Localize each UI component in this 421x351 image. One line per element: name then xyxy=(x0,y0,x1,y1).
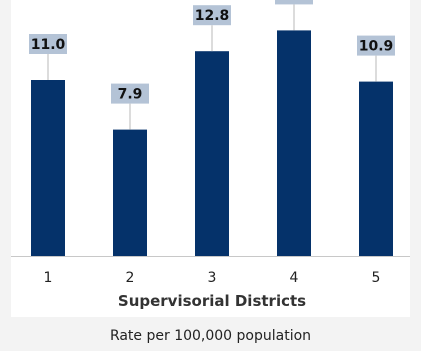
data-labels-layer: 11.0 7.9 12.8 14.1 10.9 xyxy=(29,0,395,130)
data-label-box xyxy=(275,0,313,5)
bar-district-2 xyxy=(113,129,147,256)
x-axis-title: Supervisorial Districts xyxy=(118,292,306,310)
data-label: 10.9 xyxy=(359,39,394,55)
data-label: 14.1 xyxy=(277,0,312,3)
x-tick-label: 1 xyxy=(44,270,53,286)
x-tick-label: 4 xyxy=(290,270,299,286)
bars-layer xyxy=(31,30,393,257)
bar-district-5 xyxy=(359,81,393,256)
x-tick-labels: 1 2 3 4 5 xyxy=(44,270,381,286)
x-tick-label: 2 xyxy=(126,270,135,286)
footnote: Rate per 100,000 population xyxy=(109,328,312,344)
bar-district-3 xyxy=(195,51,229,257)
bar-district-4 xyxy=(277,30,311,257)
data-label-box xyxy=(193,5,231,26)
x-tick-label: 5 xyxy=(372,270,381,286)
data-label: 12.8 xyxy=(195,8,230,24)
data-label-box xyxy=(29,34,67,54)
bar-district-1 xyxy=(31,80,65,256)
data-label-box xyxy=(357,35,395,56)
x-tick-label: 3 xyxy=(208,270,217,286)
data-label-box xyxy=(111,83,149,104)
data-label: 11.0 xyxy=(31,37,66,53)
data-label: 7.9 xyxy=(118,87,143,103)
